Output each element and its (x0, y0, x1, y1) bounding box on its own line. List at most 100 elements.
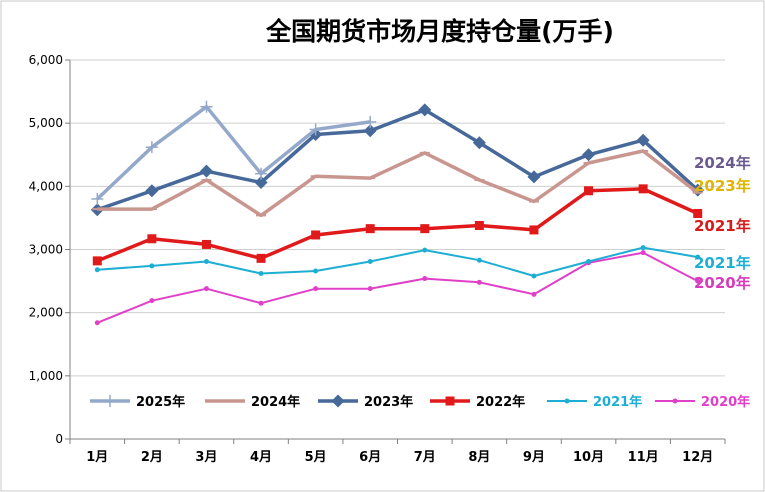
series-line (97, 246, 698, 277)
series-lines (90, 100, 705, 326)
y-tick-label: 6,000 (29, 53, 63, 67)
legend-label: 2020年 (701, 394, 750, 410)
legend-item: 2022年 (430, 394, 525, 410)
series-line (96, 104, 371, 201)
data-point-diamond (472, 136, 486, 150)
x-tick-label: 8月 (468, 450, 490, 465)
series-2025年 (91, 100, 377, 205)
data-point-dot (313, 268, 319, 274)
x-tick-label: 7月 (414, 450, 436, 465)
data-point-dot (531, 291, 537, 297)
axes: 0 1,000 2,000 3,000 4,000 5,000 6,000 1月 2月 3月 4月 5… (29, 53, 726, 465)
data-point-square (311, 230, 321, 240)
x-tick-label: 10月 (573, 450, 604, 465)
x-tick-label: 12月 (682, 450, 713, 465)
data-point-square (474, 220, 484, 230)
data-point-square (365, 224, 375, 234)
data-point-diamond (331, 394, 345, 408)
legend-label: 2023年 (364, 394, 413, 410)
x-tick-label: 3月 (195, 450, 217, 465)
y-tick-label: 1,000 (29, 369, 63, 383)
data-point-dot (258, 271, 264, 277)
data-point-dot (531, 273, 537, 279)
series-2023年 (90, 103, 705, 217)
legend-label: 2021年 (593, 394, 642, 410)
data-point-diamond (582, 148, 596, 162)
y-tick-label: 0 (55, 432, 63, 446)
data-point-square (638, 184, 648, 194)
data-point-square (584, 186, 594, 196)
legend-item: 2021年 (547, 394, 642, 410)
data-point-square (201, 239, 211, 249)
data-point-square (92, 256, 102, 266)
data-point-dot (94, 320, 100, 326)
series-line (96, 251, 699, 324)
x-tick-label: 9月 (523, 450, 545, 465)
data-point-diamond (527, 170, 541, 184)
data-point-dot (640, 245, 646, 251)
legend: 2025年 2024年 2023年 2022年 2021年 2020年 (90, 394, 750, 410)
data-point-dot (258, 300, 264, 306)
y-tick-label: 5,000 (29, 116, 63, 130)
data-point-dot (203, 259, 209, 265)
data-point-dot (422, 276, 428, 282)
legend-item: 2025年 (90, 394, 185, 410)
legend-label: 2024年 (251, 394, 300, 410)
data-point-diamond (145, 184, 159, 198)
legend-item: 2023年 (318, 394, 413, 410)
data-point-dot (695, 278, 701, 284)
end-label: 2021年 (694, 254, 751, 272)
data-point-dot (94, 267, 100, 273)
series-2020年 (94, 250, 701, 326)
data-point-square (256, 253, 266, 263)
data-point-square (147, 234, 157, 244)
chart-title: 全国期货市场月度持仓量(万手) (265, 17, 614, 46)
end-label: 2021年 (694, 217, 751, 235)
data-point-dot (422, 247, 428, 253)
x-tick-label: 2月 (141, 450, 163, 465)
data-point-square (529, 225, 539, 235)
data-point-dot (695, 254, 701, 260)
series-line (96, 108, 699, 212)
data-point-square (693, 208, 703, 218)
legend-label: 2025年 (136, 394, 185, 410)
data-point-dot (203, 286, 209, 292)
data-point-diamond (363, 124, 377, 138)
data-point-diamond (254, 176, 268, 190)
data-point-square (445, 396, 455, 406)
y-tick-label: 4,000 (29, 179, 63, 193)
data-point-dot (476, 257, 482, 263)
data-point-dot (313, 286, 319, 292)
data-point-dot (476, 279, 482, 285)
data-point-dot (149, 298, 155, 304)
series-2021年 (94, 245, 701, 279)
legend-item: 2024年 (205, 394, 300, 410)
series-line (96, 187, 699, 263)
end-label: 2023年 (694, 177, 751, 195)
data-point-dot (367, 286, 373, 292)
data-point-dot (149, 263, 155, 269)
legend-item: 2020年 (655, 394, 750, 410)
y-tick-label: 2,000 (29, 306, 63, 320)
end-label: 2024年 (694, 154, 751, 172)
data-point-dot (564, 398, 570, 404)
series-2022年 (92, 184, 703, 266)
data-point-square (420, 224, 430, 234)
series-2024年 (92, 149, 703, 218)
x-tick-label: 4月 (250, 450, 272, 465)
data-point-dot (640, 250, 646, 256)
end-label: 2020年 (694, 274, 751, 292)
end-labels: 2024年 2023年 2021年 2021年 2020年 (694, 154, 751, 292)
data-point-dot (367, 259, 373, 265)
legend-label: 2022年 (476, 394, 525, 410)
x-tick-label: 11月 (628, 450, 659, 465)
data-point-dot (586, 259, 592, 265)
data-point-diamond (636, 133, 650, 147)
x-tick-label: 1月 (86, 450, 108, 465)
series-line (97, 149, 699, 218)
data-point-diamond (418, 103, 432, 117)
y-tick-label: 3,000 (29, 243, 63, 257)
